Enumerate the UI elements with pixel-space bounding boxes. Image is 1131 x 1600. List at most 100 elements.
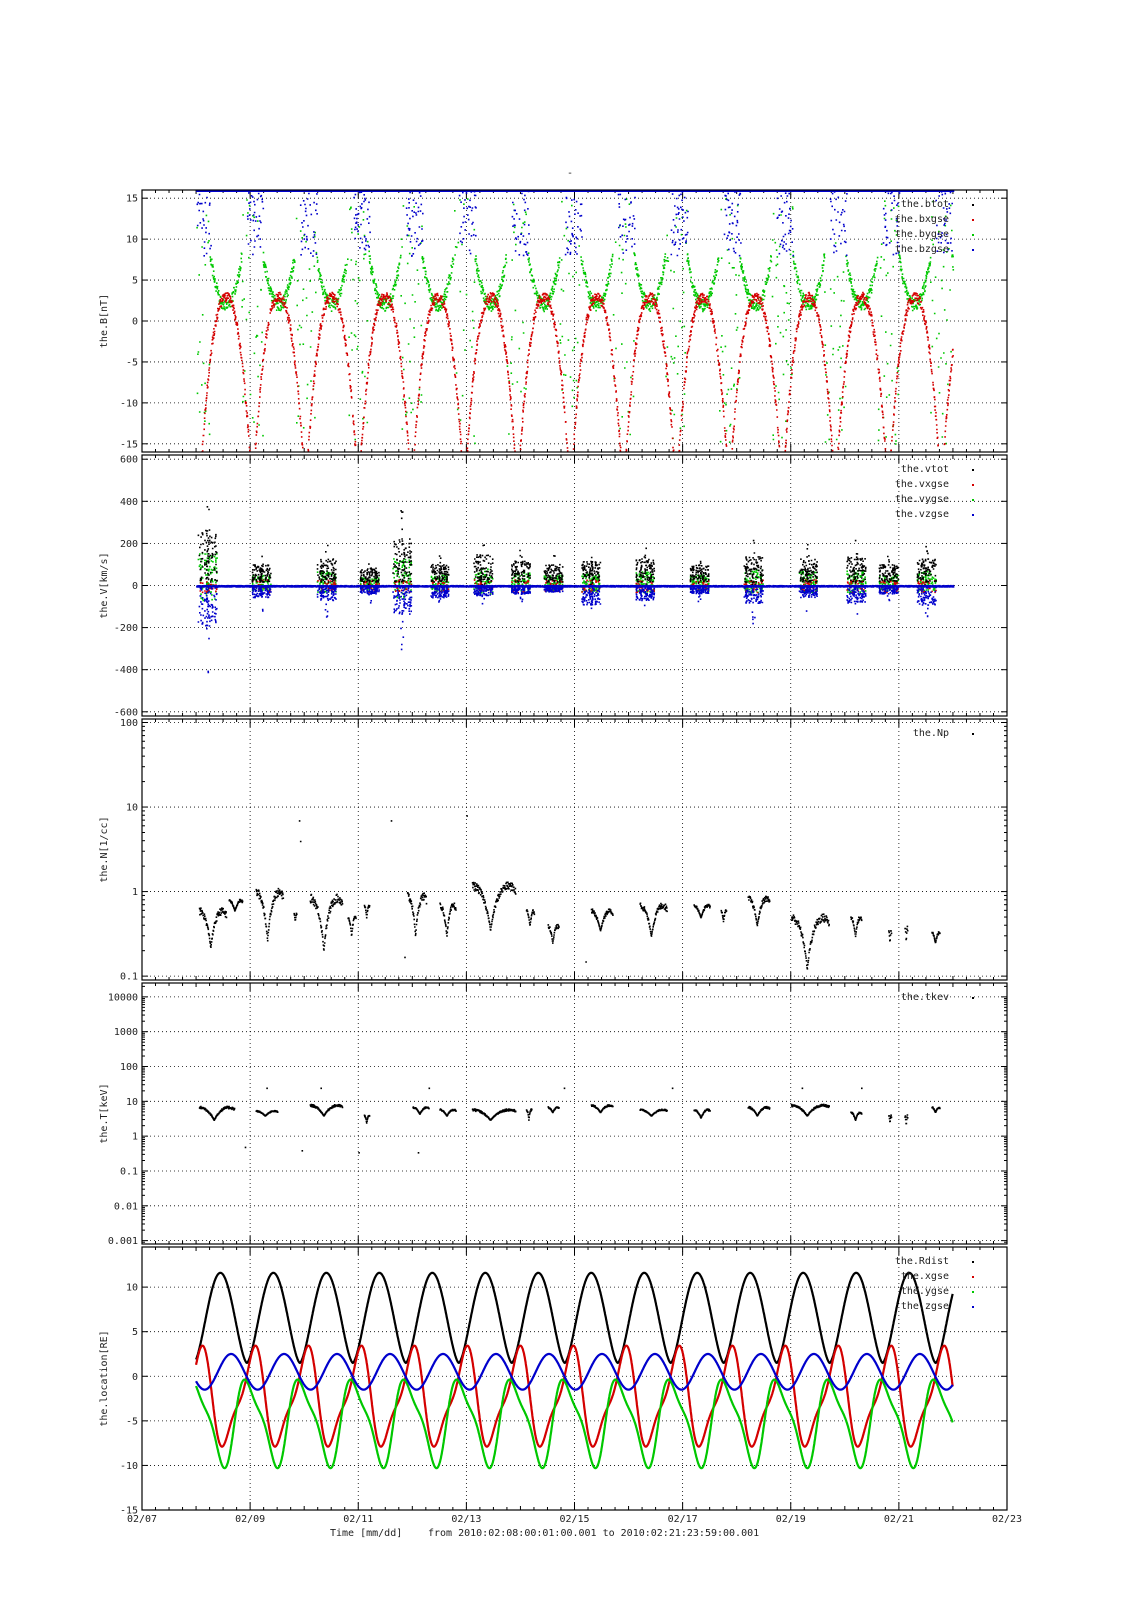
legend-label: the.xgse <box>901 1271 949 1282</box>
green-points <box>196 198 955 445</box>
x-tick-label: 02/11 <box>343 1514 373 1525</box>
y-axis-label: the.B[nT] <box>99 294 110 348</box>
legend-marker <box>972 514 974 516</box>
legend-label: the.vxgse <box>895 479 949 490</box>
y-tick-label: 0.1 <box>120 1166 138 1177</box>
y-axis-label: the.N[1/cc] <box>99 816 110 882</box>
legend-marker <box>972 733 974 735</box>
y-tick-label: 0.1 <box>120 972 138 983</box>
y-tick-label: 0 <box>132 1372 138 1383</box>
plot-frame <box>141 1246 1008 1511</box>
panel-V: 600 400 200 0 -200 -400 -600 the.V[km/s] the.vto… <box>99 454 1008 718</box>
x-axis-tick-labels: 02/07 02/09 02/11 02/13 02/15 02/17 02/19 02/21… <box>127 1514 1022 1525</box>
legend-label: the.Np <box>913 728 949 739</box>
black-points <box>197 506 937 587</box>
legend-marker <box>972 1306 974 1308</box>
legend-label: the.ygse <box>901 1286 949 1297</box>
xgse-line <box>195 1344 954 1448</box>
y-tick-label: 0 <box>132 581 138 592</box>
y-tick-label: 200 <box>120 539 138 550</box>
y-tick-label: -200 <box>114 623 138 634</box>
zgse-line <box>195 1352 954 1391</box>
legend-label: the.vygse <box>895 494 949 505</box>
plot-frame <box>141 454 1008 717</box>
y-tick-label: 100 <box>120 1062 138 1073</box>
x-axis-time-label: Time [mm/dd] <box>330 1528 402 1539</box>
y-tick-label: -600 <box>114 707 138 718</box>
y-tick-label: 10000 <box>108 992 138 1003</box>
data-layer <box>198 1087 941 1154</box>
y-tick-label: 600 <box>120 455 138 466</box>
y-tick-label: 1 <box>132 887 138 898</box>
x-tick-label: 02/19 <box>776 1514 806 1525</box>
legend-label: the.vtot <box>901 464 949 475</box>
x-tick-label: 02/07 <box>127 1514 157 1525</box>
legend-marker <box>972 499 974 501</box>
legend-marker <box>972 484 974 486</box>
legend-marker <box>972 234 974 236</box>
green-points <box>197 552 937 602</box>
legend: the.tkev <box>901 992 974 1003</box>
blue-points <box>196 584 955 674</box>
y-tick-label: 5 <box>132 1327 138 1338</box>
data-layer <box>195 1271 954 1470</box>
y-tick-label: 10 <box>126 803 138 814</box>
y-tick-label: 5 <box>132 276 138 287</box>
y-tick-label: 100 <box>120 718 138 729</box>
black-points <box>198 1087 941 1154</box>
panels: 151050-5-10-15the.B[nT]the.btotthe.bxgse… <box>99 189 1008 1517</box>
data-layer <box>196 506 955 674</box>
legend-marker <box>972 219 974 221</box>
y-tick-label: 0.01 <box>114 1201 138 1212</box>
top-marker: - <box>567 168 573 179</box>
y-tick-label: -5 <box>126 357 138 368</box>
legend-label: the.vzgse <box>895 509 949 520</box>
y-tick-label: 10 <box>126 235 138 246</box>
black-points <box>196 815 955 980</box>
y-tick-label: -5 <box>126 1416 138 1427</box>
y-tick-label: 1000 <box>114 1027 138 1038</box>
legend-marker <box>972 204 974 206</box>
x-tick-label: 02/09 <box>235 1514 265 1525</box>
y-axis-label: the.T[keV] <box>99 1083 110 1143</box>
y-tick-label: 10 <box>126 1097 138 1108</box>
legend: the.btot the.bxgse the.bygse the.bzgse <box>895 199 974 255</box>
panel-T: 10000 1000 100 10 1 0.1 0.01 0.001 the.T[keV] the… <box>99 982 1008 1247</box>
y-tick-label: 1 <box>132 1132 138 1143</box>
y-tick-label: -10 <box>120 1461 138 1472</box>
data-layer <box>196 815 955 980</box>
legend-label: the.bygse <box>895 229 949 240</box>
y-tick-label: -400 <box>114 665 138 676</box>
legend: the.Np <box>913 728 974 739</box>
legend-label: the.zgse <box>901 1301 949 1312</box>
panel-N: 100 10 1 0.1 the.N[1/cc] the.Np <box>99 718 1008 983</box>
legend-marker <box>972 469 974 471</box>
y-tick-label: 10 <box>126 1283 138 1294</box>
plot-frame <box>141 718 1008 981</box>
legend-marker <box>972 249 974 251</box>
legend-label: the.Rdist <box>895 1256 949 1267</box>
legend-label: the.bzgse <box>895 244 949 255</box>
x-tick-label: 02/15 <box>559 1514 589 1525</box>
y-tick-label: 0 <box>132 317 138 328</box>
y-tick-label: 0.001 <box>108 1236 138 1247</box>
legend: the.vtot the.vxgse the.vygse the.vzgse <box>895 464 974 520</box>
legend-marker <box>972 1261 974 1263</box>
panel-B: 15 10 5 0 -5 -10 -15 the.B[nT] the.btot the.bxgse… <box>99 189 1008 453</box>
plot-frame <box>141 189 1008 453</box>
rdist-line <box>195 1271 954 1365</box>
legend-marker <box>972 1291 974 1293</box>
y-axis-label: the.V[km/s] <box>99 552 110 618</box>
y-axis-label: the.location[RE] <box>99 1330 110 1426</box>
x-tick-label: 02/17 <box>668 1514 698 1525</box>
ygse-line <box>195 1378 954 1470</box>
legend-label: the.btot <box>901 199 949 210</box>
blue-points <box>196 190 955 257</box>
x-tick-label: 02/13 <box>451 1514 481 1525</box>
panel-location: 1050-5-10-15the.location[RE]the.Rdistthe… <box>99 1246 1008 1517</box>
x-axis-range-text: from 2010:02:08:00:01:00.001 to 2010:02:… <box>428 1528 759 1539</box>
legend-label: the.tkev <box>901 992 949 1003</box>
y-tick-label: 15 <box>126 194 138 205</box>
legend-marker <box>972 997 974 999</box>
